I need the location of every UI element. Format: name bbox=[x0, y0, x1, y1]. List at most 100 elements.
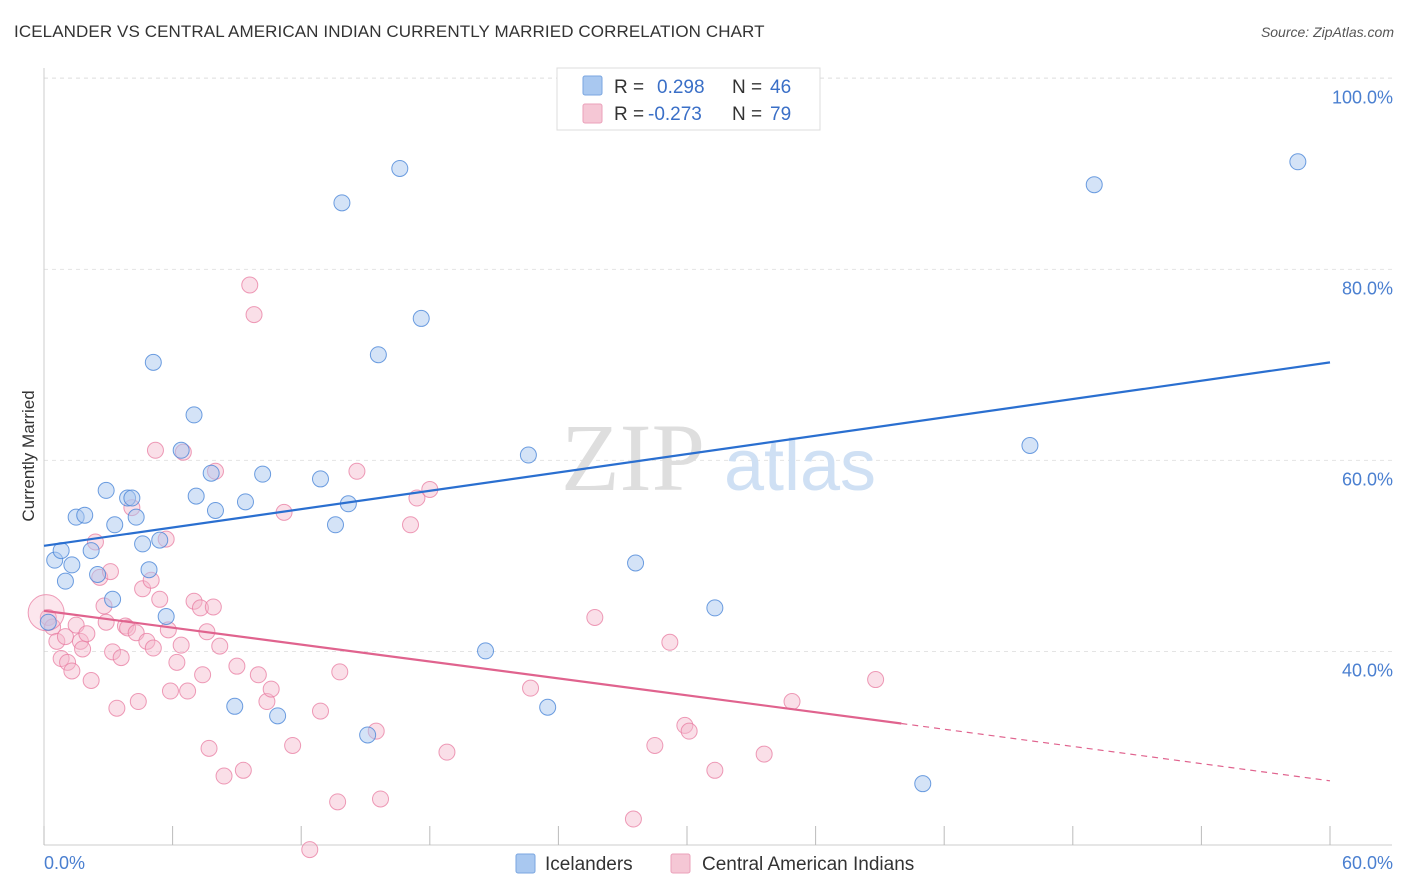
point-icelanders bbox=[140, 561, 158, 579]
point-icelanders bbox=[519, 446, 537, 464]
point-icelanders bbox=[627, 554, 645, 572]
point-central-american-indians bbox=[146, 441, 164, 459]
point-icelanders bbox=[326, 516, 344, 534]
point-central-american-indians bbox=[755, 745, 773, 763]
point-central-american-indians bbox=[129, 693, 147, 711]
legend-n-value-2: 79 bbox=[770, 104, 791, 125]
point-icelanders bbox=[236, 493, 254, 511]
point-icelanders bbox=[144, 353, 162, 371]
point-central-american-indians bbox=[194, 666, 212, 684]
point-icelanders bbox=[706, 599, 724, 617]
trend-lines bbox=[43, 361, 1331, 782]
trend-line-icelanders bbox=[43, 361, 1331, 547]
point-central-american-indians bbox=[168, 653, 186, 671]
watermark-zip: ZIP bbox=[561, 404, 705, 511]
point-central-american-indians bbox=[311, 702, 329, 720]
axis-ticks: 40.0% 60.0% 80.0% 100.0% 0.0% 60.0% bbox=[44, 87, 1393, 873]
point-central-american-indians bbox=[204, 598, 222, 616]
point-central-american-indians bbox=[348, 462, 366, 480]
point-icelanders bbox=[89, 565, 107, 583]
point-central-american-indians bbox=[329, 793, 347, 811]
legend-r-value-1: 0.298 bbox=[657, 77, 705, 98]
point-icelanders bbox=[151, 531, 169, 549]
point-icelanders bbox=[269, 707, 287, 725]
point-central-american-indians bbox=[108, 699, 126, 717]
point-central-american-indians bbox=[82, 672, 100, 690]
legend-bottom: Icelanders Central American Indians bbox=[515, 853, 914, 875]
bottom-legend-swatch-icelanders bbox=[515, 853, 536, 874]
point-icelanders bbox=[359, 726, 377, 744]
x-tick-label: 60.0% bbox=[1342, 853, 1393, 873]
y-tick-label: 60.0% bbox=[1342, 469, 1393, 489]
point-icelanders bbox=[185, 406, 203, 424]
point-icelanders bbox=[106, 516, 124, 534]
point-central-american-indians bbox=[624, 810, 642, 828]
point-central-american-indians bbox=[284, 736, 302, 754]
point-central-american-indians bbox=[134, 580, 152, 598]
point-central-american-indians bbox=[185, 592, 203, 610]
point-central-american-indians bbox=[112, 649, 130, 667]
point-central-american-indians bbox=[228, 657, 246, 675]
point-central-american-indians bbox=[138, 632, 156, 650]
point-icelanders bbox=[914, 775, 932, 793]
point-icelanders bbox=[206, 501, 224, 519]
point-central-american-indians bbox=[191, 599, 209, 617]
point-central-american-indians bbox=[161, 682, 179, 700]
point-icelanders bbox=[477, 642, 495, 660]
watermark-atlas: atlas bbox=[724, 426, 876, 506]
point-icelanders bbox=[254, 465, 272, 483]
legend-n-label-2: N = bbox=[732, 104, 762, 125]
point-icelanders bbox=[134, 535, 152, 553]
point-icelanders bbox=[63, 556, 81, 574]
point-central-american-indians bbox=[262, 680, 280, 698]
point-icelanders bbox=[157, 608, 175, 626]
point-central-american-indians bbox=[241, 276, 259, 294]
point-central-american-indians bbox=[680, 722, 698, 740]
y-tick-label: 100.0% bbox=[1332, 87, 1393, 107]
point-icelanders bbox=[391, 159, 409, 177]
point-central-american-indians bbox=[104, 643, 122, 661]
point-central-american-indians bbox=[661, 633, 679, 651]
point-central-american-indians bbox=[59, 653, 77, 671]
point-central-american-indians bbox=[249, 666, 267, 684]
point-icelanders bbox=[333, 194, 351, 212]
bottom-legend-swatch-central-american-indians bbox=[670, 853, 691, 874]
bottom-legend-label-central-american-indians: Central American Indians bbox=[702, 854, 914, 875]
point-icelanders bbox=[76, 506, 94, 524]
trend-line-central-american-indians bbox=[43, 609, 902, 725]
point-central-american-indians bbox=[144, 639, 162, 657]
legend-r-label-1: R = bbox=[614, 77, 644, 98]
point-central-american-indians bbox=[78, 625, 96, 643]
point-central-american-indians bbox=[179, 682, 197, 700]
legend-r-label-2: R = bbox=[614, 104, 644, 125]
point-icelanders bbox=[412, 309, 430, 327]
point-icelanders bbox=[226, 697, 244, 715]
point-central-american-indians bbox=[402, 516, 420, 534]
chart-title: ICELANDER VS CENTRAL AMERICAN INDIAN CUR… bbox=[14, 22, 765, 41]
legend-r-value-2: -0.273 bbox=[648, 104, 702, 125]
point-icelanders bbox=[97, 481, 115, 499]
point-central-american-indians bbox=[48, 632, 66, 650]
bottom-legend-label-icelanders: Icelanders bbox=[545, 854, 633, 875]
axes bbox=[43, 68, 1392, 846]
point-central-american-indians bbox=[301, 841, 319, 859]
point-central-american-indians bbox=[211, 637, 229, 655]
point-icelanders bbox=[127, 508, 145, 526]
point-icelanders bbox=[539, 698, 557, 716]
point-icelanders bbox=[82, 542, 100, 560]
gridlines bbox=[44, 77, 1392, 652]
point-central-american-indians bbox=[438, 743, 456, 761]
trend-line-extension-central-american-indians bbox=[901, 722, 1331, 782]
point-central-american-indians bbox=[172, 636, 190, 654]
y-tick-label: 80.0% bbox=[1342, 278, 1393, 298]
point-icelanders bbox=[172, 441, 190, 459]
legend-swatch-icelanders bbox=[582, 75, 603, 96]
y-axis-label: Currently Married bbox=[19, 390, 38, 521]
legend-n-label-1: N = bbox=[732, 77, 762, 98]
point-icelanders bbox=[1021, 436, 1039, 454]
point-icelanders bbox=[104, 590, 122, 608]
point-central-american-indians bbox=[646, 736, 664, 754]
x-tick-label: 0.0% bbox=[44, 853, 85, 873]
point-icelanders bbox=[1289, 153, 1307, 171]
point-central-american-indians bbox=[522, 679, 540, 697]
